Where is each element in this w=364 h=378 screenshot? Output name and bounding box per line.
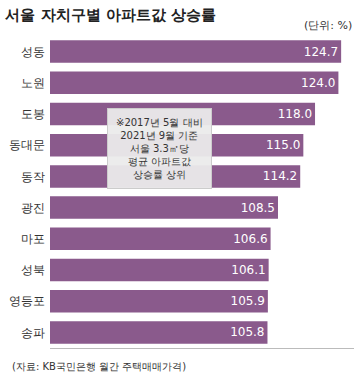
- svg-text:124.7: 124.7: [304, 45, 338, 59]
- svg-text:106.6: 106.6: [233, 232, 267, 246]
- svg-text:114.2: 114.2: [263, 169, 297, 183]
- svg-text:124.0: 124.0: [301, 76, 335, 90]
- svg-text:(단위: %): (단위: %): [304, 19, 352, 32]
- svg-text:광진: 광진: [21, 201, 45, 215]
- svg-text:108.5: 108.5: [241, 201, 275, 215]
- svg-text:도봉: 도봉: [21, 107, 45, 121]
- svg-text:성동: 성동: [21, 45, 45, 59]
- svg-text:성북: 성북: [21, 263, 45, 277]
- svg-text:(자료: KB국민은행 월간 주택매매가격): (자료: KB국민은행 월간 주택매매가격): [12, 361, 186, 372]
- svg-text:노원: 노원: [21, 76, 45, 90]
- svg-text:동대문: 동대문: [9, 138, 45, 152]
- svg-text:115.0: 115.0: [266, 138, 300, 152]
- svg-text:118.0: 118.0: [278, 107, 312, 121]
- svg-text:영등포: 영등포: [9, 294, 45, 308]
- svg-text:동작: 동작: [21, 170, 45, 184]
- svg-text:105.9: 105.9: [231, 294, 265, 308]
- svg-text:※2017년 5월 대비2021년 9월 기준서울 3.3㎡: ※2017년 5월 대비2021년 9월 기준서울 3.3㎡당평균 아파트값상승…: [116, 117, 203, 180]
- svg-text:마포: 마포: [21, 232, 45, 246]
- svg-text:서울 자치구별 아파트값 상승률: 서울 자치구별 아파트값 상승률: [5, 6, 216, 24]
- svg-text:송파: 송파: [21, 326, 45, 340]
- svg-text:105.8: 105.8: [230, 325, 264, 339]
- svg-text:106.1: 106.1: [231, 263, 265, 277]
